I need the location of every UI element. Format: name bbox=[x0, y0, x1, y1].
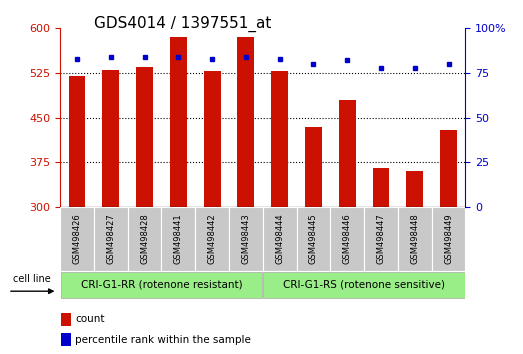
Bar bbox=[440, 130, 457, 207]
Bar bbox=[339, 100, 356, 207]
Bar bbox=[136, 67, 153, 207]
Text: GSM498426: GSM498426 bbox=[73, 213, 82, 264]
Text: GSM498442: GSM498442 bbox=[208, 213, 217, 264]
Bar bbox=[128, 207, 162, 271]
Bar bbox=[297, 207, 331, 271]
Text: percentile rank within the sample: percentile rank within the sample bbox=[75, 335, 251, 345]
Text: GSM498448: GSM498448 bbox=[411, 213, 419, 264]
Bar bbox=[170, 37, 187, 207]
Text: GSM498427: GSM498427 bbox=[106, 213, 115, 264]
Bar bbox=[61, 272, 262, 298]
Bar bbox=[372, 169, 390, 207]
Text: GSM498449: GSM498449 bbox=[444, 213, 453, 264]
Bar bbox=[431, 207, 465, 271]
Bar bbox=[195, 207, 229, 271]
Text: cell line: cell line bbox=[14, 274, 51, 284]
Text: GSM498445: GSM498445 bbox=[309, 213, 318, 264]
Text: CRI-G1-RS (rotenone sensitive): CRI-G1-RS (rotenone sensitive) bbox=[283, 280, 445, 290]
Bar bbox=[263, 207, 297, 271]
Text: GDS4014 / 1397551_at: GDS4014 / 1397551_at bbox=[94, 16, 271, 32]
Bar bbox=[398, 207, 431, 271]
Bar bbox=[305, 127, 322, 207]
Bar bbox=[364, 207, 398, 271]
Bar bbox=[69, 76, 85, 207]
Text: GSM498446: GSM498446 bbox=[343, 213, 352, 264]
Bar bbox=[103, 70, 119, 207]
Text: GSM498444: GSM498444 bbox=[275, 213, 284, 264]
Bar bbox=[94, 207, 128, 271]
Bar bbox=[264, 272, 465, 298]
Bar bbox=[162, 207, 195, 271]
Bar bbox=[331, 207, 364, 271]
Bar bbox=[61, 333, 71, 346]
Text: GSM498447: GSM498447 bbox=[377, 213, 385, 264]
Text: GSM498441: GSM498441 bbox=[174, 213, 183, 264]
Bar bbox=[406, 171, 423, 207]
Text: GSM498428: GSM498428 bbox=[140, 213, 149, 264]
Text: GSM498443: GSM498443 bbox=[242, 213, 251, 264]
Bar bbox=[203, 71, 221, 207]
Bar bbox=[271, 71, 288, 207]
Bar bbox=[60, 207, 94, 271]
Text: count: count bbox=[75, 314, 105, 325]
Text: CRI-G1-RR (rotenone resistant): CRI-G1-RR (rotenone resistant) bbox=[81, 280, 242, 290]
Bar bbox=[229, 207, 263, 271]
Bar bbox=[61, 313, 71, 326]
Bar bbox=[237, 37, 254, 207]
